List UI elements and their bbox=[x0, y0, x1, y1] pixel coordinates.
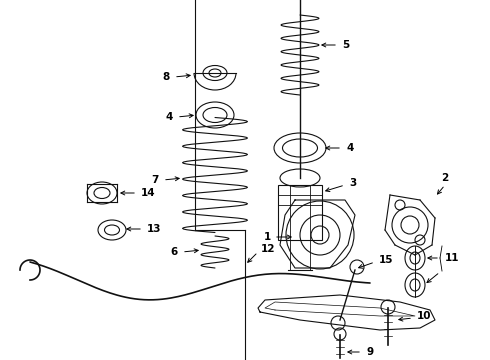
Text: 2: 2 bbox=[441, 173, 449, 183]
Text: 11: 11 bbox=[445, 253, 460, 263]
Text: 4: 4 bbox=[166, 112, 173, 122]
Text: 12: 12 bbox=[261, 244, 275, 254]
Text: 7: 7 bbox=[151, 175, 159, 185]
Text: 10: 10 bbox=[417, 311, 432, 321]
Text: 1: 1 bbox=[264, 232, 271, 242]
Text: 3: 3 bbox=[349, 178, 356, 188]
Bar bbox=[278, 185, 322, 240]
Text: 4: 4 bbox=[346, 143, 353, 153]
Text: 6: 6 bbox=[171, 247, 178, 257]
Text: 8: 8 bbox=[163, 72, 170, 82]
Text: 14: 14 bbox=[141, 188, 156, 198]
Text: 5: 5 bbox=[342, 40, 349, 50]
Text: 9: 9 bbox=[366, 347, 373, 357]
Text: 15: 15 bbox=[379, 255, 393, 265]
Text: 13: 13 bbox=[147, 224, 162, 234]
